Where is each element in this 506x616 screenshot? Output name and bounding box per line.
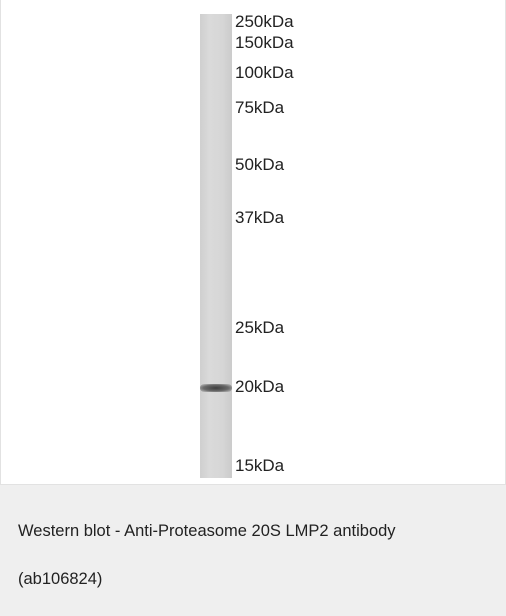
blot-lane [200, 14, 232, 478]
blot-panel: 250kDa 150kDa 100kDa 75kDa 50kDa 37kDa 2… [0, 0, 506, 485]
marker-label: 75kDa [235, 99, 284, 117]
marker-label: 25kDa [235, 319, 284, 337]
marker-label: 15kDa [235, 457, 284, 475]
marker-label: 20kDa [235, 378, 284, 396]
marker-label: 150kDa [235, 34, 294, 52]
marker-label: 250kDa [235, 13, 294, 31]
caption-box: Western blot - Anti-Proteasome 20S LMP2 … [0, 485, 506, 616]
marker-label: 37kDa [235, 209, 284, 227]
marker-label: 100kDa [235, 64, 294, 82]
blot-band [200, 384, 232, 392]
caption: Western blot - Anti-Proteasome 20S LMP2 … [18, 507, 473, 603]
marker-label: 50kDa [235, 156, 284, 174]
figure-card: 250kDa 150kDa 100kDa 75kDa 50kDa 37kDa 2… [0, 0, 506, 616]
